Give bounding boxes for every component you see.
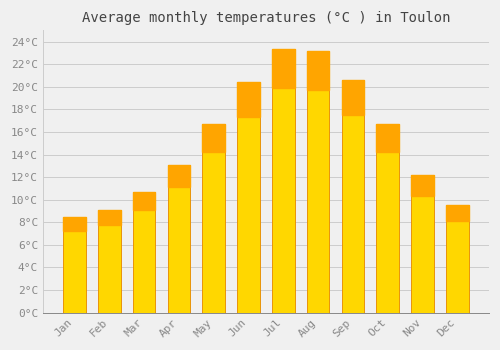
Bar — [63, 217, 86, 231]
Bar — [411, 175, 434, 196]
Bar — [168, 165, 190, 313]
Bar — [98, 210, 120, 225]
Bar — [237, 82, 260, 313]
Bar — [272, 49, 294, 313]
Bar — [202, 124, 225, 313]
Bar — [133, 192, 156, 313]
Bar — [272, 49, 294, 88]
Bar — [342, 80, 364, 115]
Bar — [237, 82, 260, 117]
Bar — [446, 205, 468, 222]
Bar — [446, 205, 468, 313]
Bar — [98, 210, 120, 313]
Bar — [202, 124, 225, 152]
Bar — [63, 217, 86, 313]
Bar — [376, 124, 399, 313]
Bar — [376, 124, 399, 152]
Bar — [411, 175, 434, 313]
Bar — [168, 165, 190, 187]
Bar — [307, 51, 330, 90]
Bar — [342, 80, 364, 313]
Bar — [307, 51, 330, 313]
Title: Average monthly temperatures (°C ) in Toulon: Average monthly temperatures (°C ) in To… — [82, 11, 450, 25]
Bar — [133, 192, 156, 210]
